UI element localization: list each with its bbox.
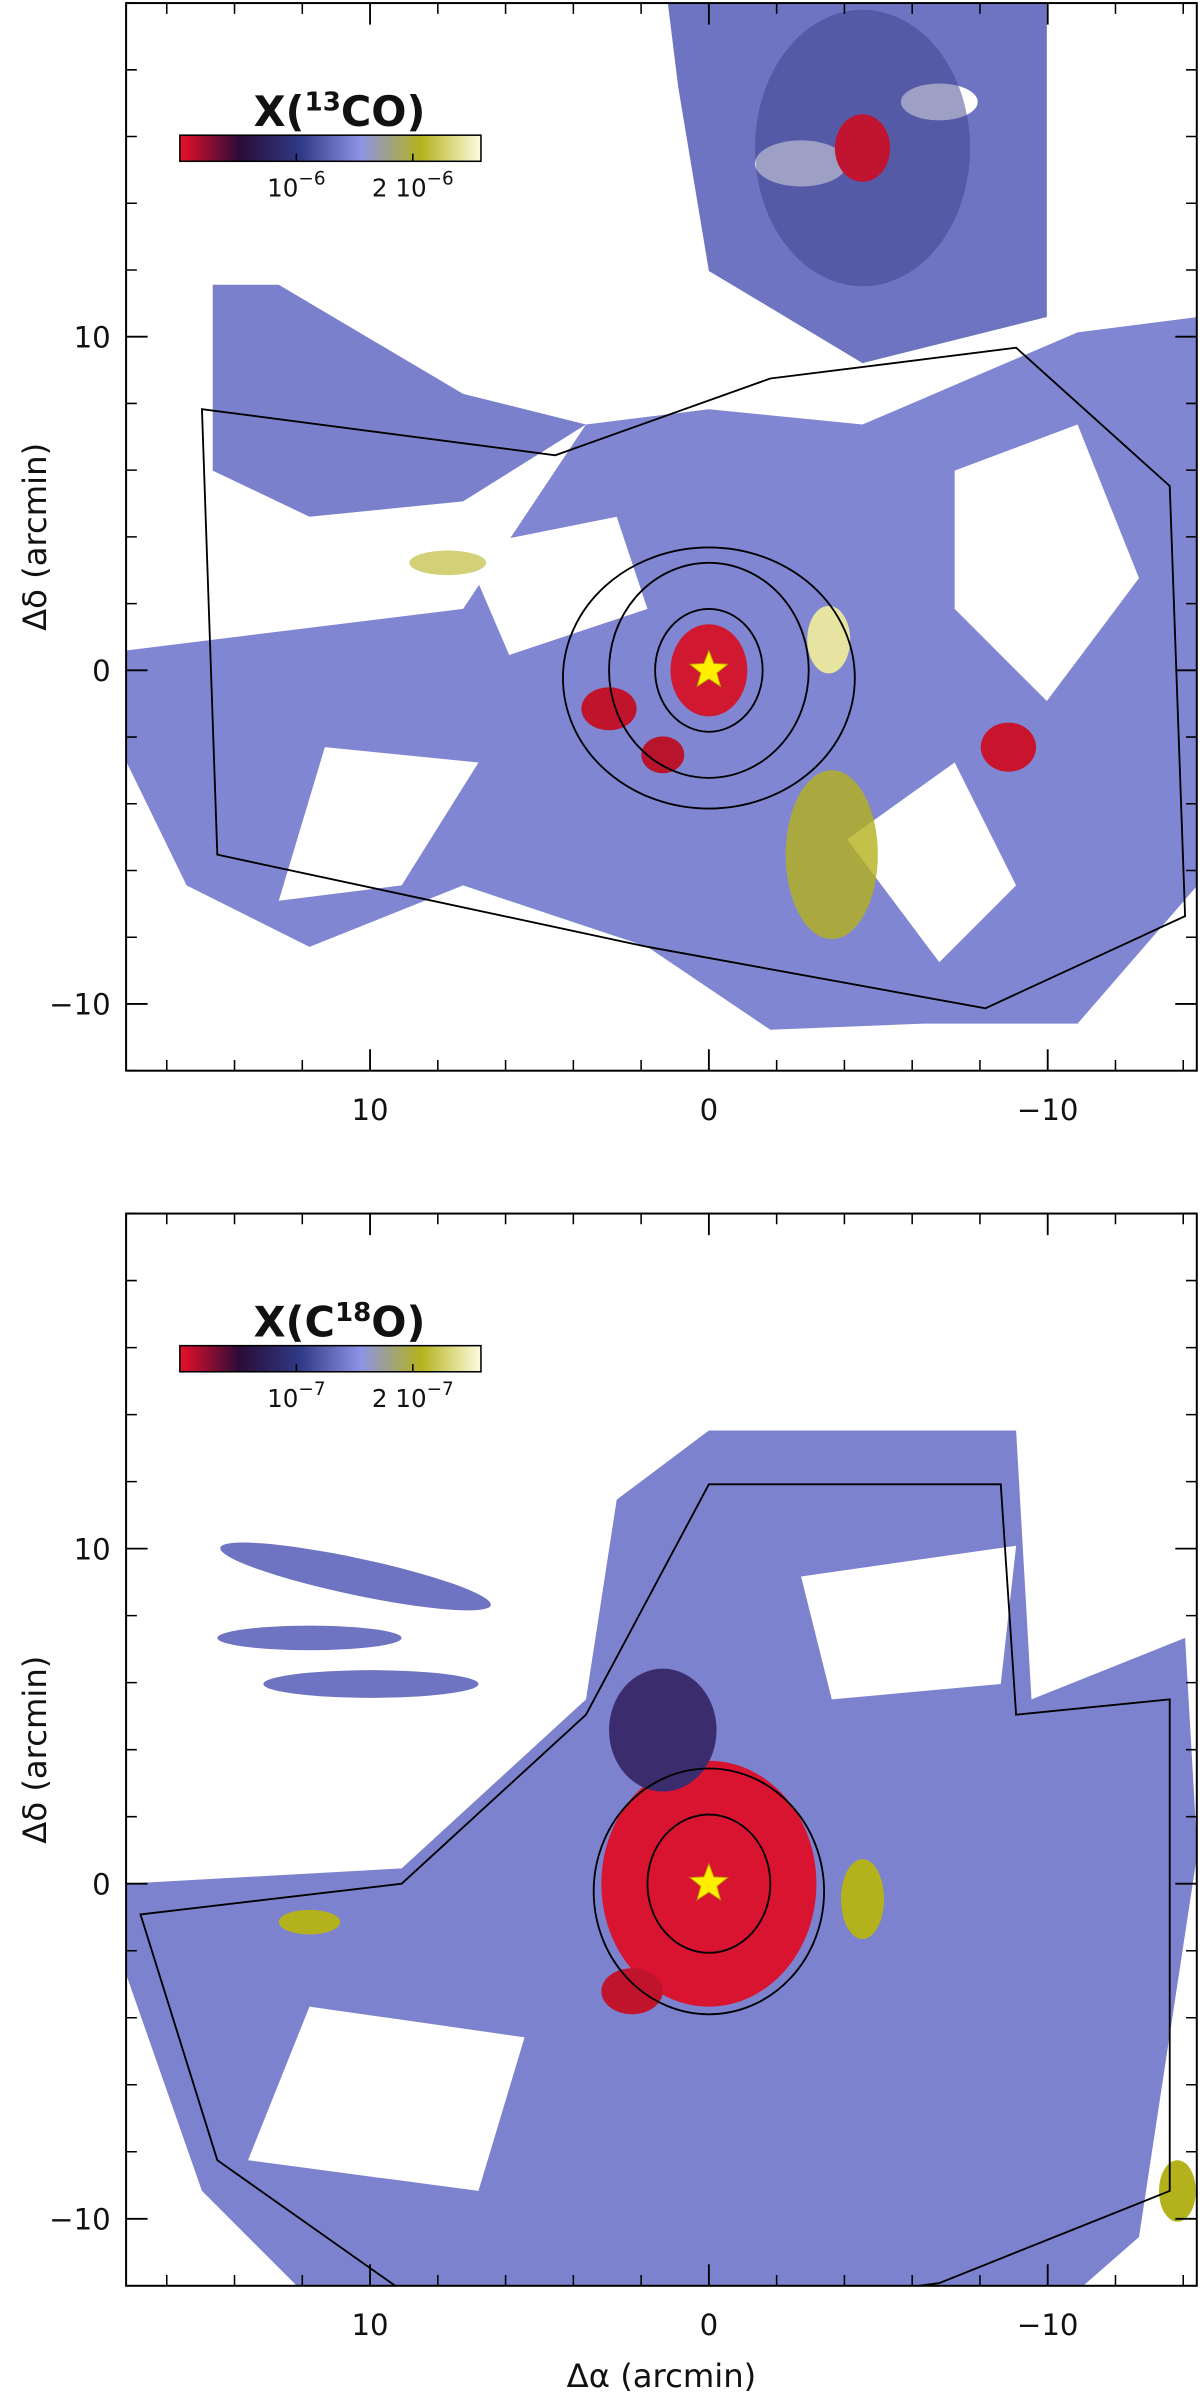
title-part: X( (254, 88, 305, 136)
y-tick-label: −10 (49, 988, 111, 1022)
colorbar-tick-label: 2 10−7 (372, 1379, 454, 1413)
y-tick-label: 0 (92, 1867, 111, 1901)
star-marker (688, 649, 730, 688)
colorbar-tick-label: 10−7 (267, 1379, 325, 1413)
y-tick-label: 0 (92, 654, 111, 688)
x-tick-label: −10 (1017, 1093, 1079, 1127)
colorbar-label-exp: −6 (427, 168, 454, 189)
map-image (126, 3, 1197, 1030)
colorbar (179, 1344, 482, 1373)
map-image (126, 1422, 1197, 2286)
y-axis-label: Δδ (arcmin) (16, 443, 54, 631)
title-part: 18 (335, 1298, 371, 1328)
colorbar-tick-label: 10−6 (267, 168, 325, 202)
y-tick-label: 10 (74, 1532, 111, 1566)
y-tick-label: 10 (74, 320, 111, 354)
title-part: O) (371, 1298, 425, 1346)
y-axis-label: Δδ (arcmin) (16, 1656, 54, 1844)
x-axis-label: Δα (arcmin) (567, 2357, 757, 2395)
legend-title: X(C18O) (254, 1298, 426, 1346)
colorbar-label-exp: −7 (298, 1379, 325, 1400)
title-part: 13 (305, 88, 341, 118)
colorbar-tick-label: 2 10−6 (372, 168, 454, 202)
star-marker (688, 1862, 730, 1901)
x-tick-label: 10 (351, 1093, 388, 1127)
x-tick-label: 0 (700, 2308, 719, 2342)
x-tick-label: −10 (1017, 2308, 1079, 2342)
colorbar-label-exp: −6 (298, 168, 325, 189)
title-part: X(C (254, 1298, 335, 1346)
colorbar-label-base: 10 (267, 174, 298, 203)
x-tick-label: 0 (700, 1093, 719, 1127)
colorbar-label-base: 2 10 (372, 174, 427, 203)
y-tick-label: −10 (49, 2203, 111, 2237)
colorbar-label-base: 10 (267, 1384, 298, 1413)
colorbar-label-exp: −7 (427, 1379, 454, 1400)
legend-title: X(13CO) (254, 88, 426, 136)
colorbar (179, 134, 482, 163)
title-part: CO) (341, 88, 426, 136)
colorbar-label-base: 2 10 (372, 1384, 427, 1413)
x-tick-label: 10 (351, 2308, 388, 2342)
